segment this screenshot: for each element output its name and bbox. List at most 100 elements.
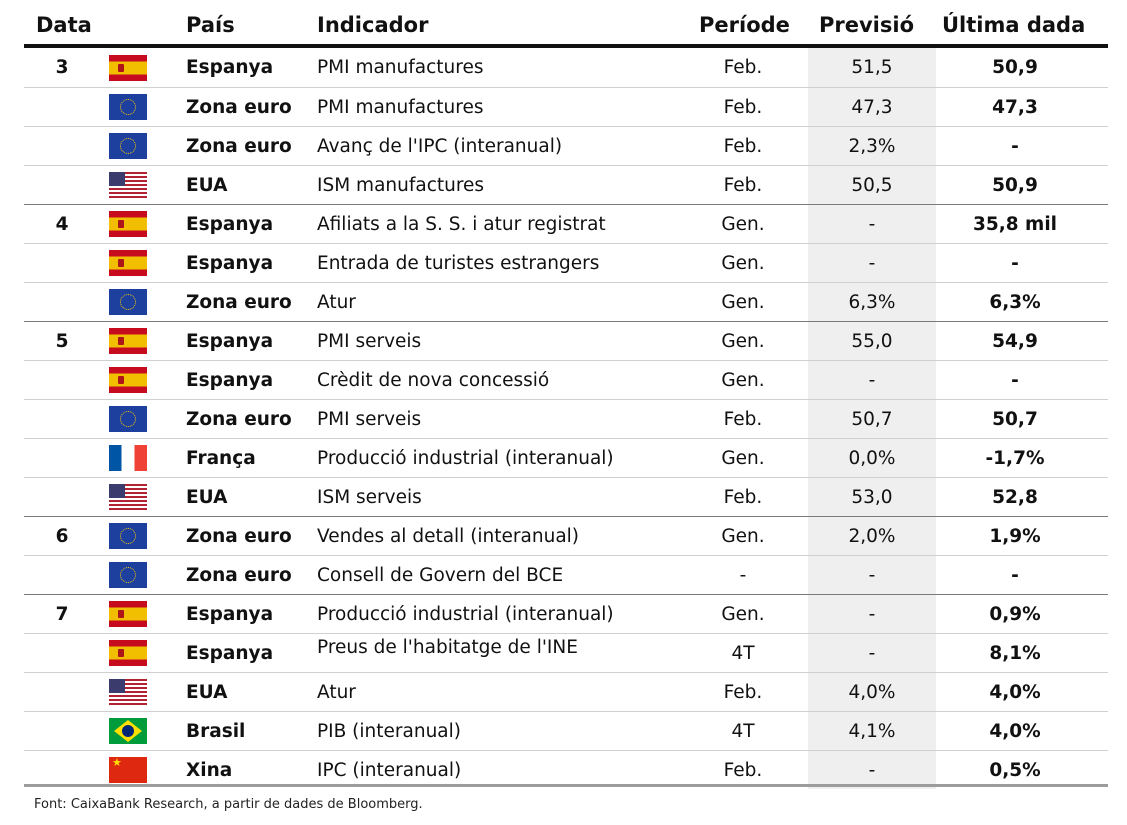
- row-period: Feb.: [723, 96, 763, 118]
- row-forecast: 50,5: [808, 166, 936, 204]
- row-country: Xina: [186, 759, 233, 781]
- row-period: Gen.: [721, 252, 765, 274]
- row-forecast: 4,1%: [808, 712, 936, 750]
- row-country: EUA: [186, 681, 228, 703]
- row-indicator: PMI manufactures: [317, 57, 484, 78]
- row-indicator: PIB (interanual): [317, 720, 461, 742]
- source-note: Font: CaixaBank Research, a partir de da…: [34, 797, 423, 812]
- row-last-value: 0,5%: [989, 759, 1041, 781]
- table-row: Espanya Preus de l'habitatge de l'INE 4T - 8…: [24, 633, 1108, 672]
- table-row: França Producció industrial (interanual) G…: [24, 438, 1108, 477]
- row-forecast: -: [808, 751, 936, 789]
- row-country: Brasil: [186, 720, 246, 742]
- eu-flag-icon: [109, 523, 147, 549]
- table-row: Zona euro PMI manufactures Feb. 47,3 47,3: [24, 87, 1108, 126]
- row-date: [24, 478, 100, 516]
- row-date: 5: [55, 330, 69, 352]
- row-last-value: -: [1011, 369, 1019, 391]
- row-flag: [108, 712, 148, 750]
- row-country: Espanya: [186, 330, 274, 352]
- row-country: Espanya: [186, 603, 274, 625]
- row-forecast: -: [808, 244, 936, 282]
- row-forecast: 6,3%: [808, 283, 936, 321]
- row-forecast: -: [808, 556, 936, 594]
- row-country: EUA: [186, 486, 228, 508]
- row-period: -: [739, 564, 747, 586]
- spain-flag-icon: [109, 211, 147, 237]
- table-row: Espanya Entrada de turistes estrangers Gen…: [24, 243, 1108, 282]
- row-country: Espanya: [186, 213, 274, 235]
- row-flag: [108, 127, 148, 165]
- row-date: [24, 673, 100, 711]
- row-flag: [108, 244, 148, 282]
- row-forecast: 0,0%: [808, 439, 936, 477]
- row-indicator: IPC (interanual): [317, 759, 462, 781]
- row-country: Zona euro: [186, 564, 292, 586]
- row-indicator: Entrada de turistes estrangers: [317, 252, 600, 274]
- row-last-value: 52,8: [992, 486, 1038, 508]
- row-forecast: -: [808, 595, 936, 633]
- bottom-rule: [24, 784, 1108, 787]
- row-indicator: Vendes al detall (interanual): [317, 525, 580, 547]
- table-row: Xina IPC (interanual) Feb. - 0,5%: [24, 750, 1108, 789]
- row-forecast: -: [808, 205, 936, 243]
- row-period: Gen.: [721, 213, 765, 235]
- row-country: Zona euro: [186, 525, 292, 547]
- row-last-value: -: [1011, 564, 1019, 586]
- row-period: Gen.: [721, 447, 765, 469]
- row-country: Espanya: [186, 57, 274, 78]
- row-flag: [108, 322, 148, 360]
- row-flag: [108, 88, 148, 126]
- brazil-flag-icon: [109, 718, 147, 744]
- table-row: EUA ISM manufactures Feb. 50,5 50,9: [24, 165, 1108, 204]
- row-period: 4T: [731, 642, 755, 664]
- row-date: 7: [55, 603, 69, 625]
- header-country: País: [186, 13, 235, 37]
- row-flag: [108, 166, 148, 204]
- spain-flag-icon: [109, 250, 147, 276]
- row-flag: [108, 400, 148, 438]
- eu-flag-icon: [109, 406, 147, 432]
- eu-flag-icon: [109, 94, 147, 120]
- table-row: Zona euro Atur Gen. 6,3% 6,3%: [24, 282, 1108, 321]
- table-row: 7 Espanya Producció industrial (interanual…: [24, 594, 1108, 633]
- table-row: Brasil PIB (interanual) 4T 4,1% 4,0%: [24, 711, 1108, 750]
- table-row: 5 Espanya PMI serveis Gen. 55,0 54,9: [24, 321, 1108, 360]
- row-last-value: 4,0%: [989, 720, 1041, 742]
- usa-flag-icon: [109, 484, 147, 510]
- row-date: 3: [55, 57, 69, 78]
- row-forecast: 51,5: [808, 48, 936, 87]
- row-period: Feb.: [723, 135, 763, 157]
- row-indicator: Producció industrial (interanual): [317, 603, 614, 625]
- usa-flag-icon: [109, 172, 147, 198]
- table-row: EUA ISM serveis Feb. 53,0 52,8: [24, 477, 1108, 516]
- row-forecast: -: [808, 361, 936, 399]
- row-last-value: 47,3: [992, 96, 1038, 118]
- row-indicator: PMI serveis: [317, 408, 422, 430]
- row-indicator: Atur: [317, 291, 356, 313]
- table-row: Zona euro Avanç de l'IPC (interanual) Feb.…: [24, 126, 1108, 165]
- calendar-table: Data País Indicador Període Previsió Últ…: [24, 6, 1108, 789]
- row-last-value: 0,9%: [989, 603, 1041, 625]
- row-last-value: 50,9: [992, 174, 1038, 196]
- row-forecast: -: [808, 634, 936, 672]
- usa-flag-icon: [109, 679, 147, 705]
- row-country: EUA: [186, 174, 228, 196]
- row-indicator: Consell de Govern del BCE: [317, 564, 564, 586]
- row-last-value: 54,9: [992, 330, 1038, 352]
- row-forecast: 53,0: [808, 478, 936, 516]
- row-indicator: Crèdit de nova concessió: [317, 369, 550, 391]
- row-date: [24, 283, 100, 321]
- table-row: EUA Atur Feb. 4,0% 4,0%: [24, 672, 1108, 711]
- eu-flag-icon: [109, 562, 147, 588]
- row-flag: [108, 283, 148, 321]
- row-flag: [108, 595, 148, 633]
- row-period: Gen.: [721, 525, 765, 547]
- row-period: Feb.: [723, 681, 763, 703]
- france-flag-icon: [109, 445, 147, 471]
- row-period: Feb.: [723, 759, 763, 781]
- table-row: Espanya Crèdit de nova concessió Gen. - -: [24, 360, 1108, 399]
- header-forecast: Previsió: [819, 13, 915, 37]
- header-period: Període: [699, 13, 790, 37]
- row-flag: [108, 205, 148, 243]
